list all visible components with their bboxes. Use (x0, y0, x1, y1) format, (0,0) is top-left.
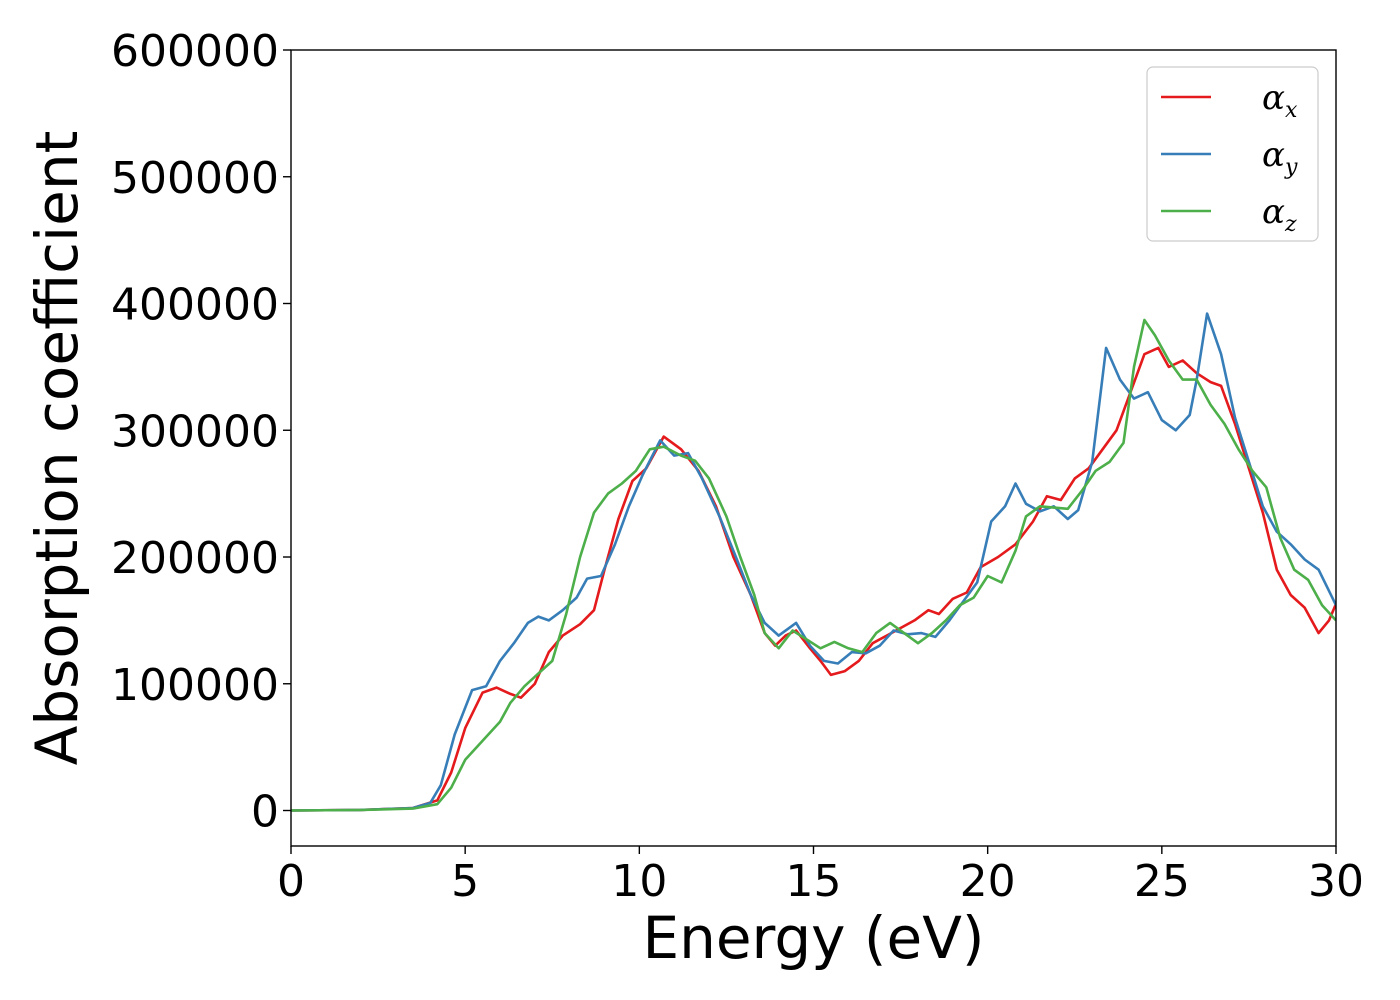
x-tick-label: 30 (1308, 856, 1364, 907)
x-tick-label: 0 (277, 856, 305, 907)
legend-label-y: αy (1262, 135, 1298, 180)
x-axis: 0 5 10 15 20 25 30 (277, 846, 1364, 907)
legend: αx αy αz (1146, 66, 1319, 242)
y-tick-label: 300000 (111, 406, 279, 457)
y-tick-label: 0 (251, 787, 279, 838)
y-tick-label: 400000 (111, 280, 279, 331)
series-line-x (291, 346, 1336, 812)
y-tick-label: 100000 (111, 660, 279, 711)
y-axis: 0 100000 200000 300000 400000 500000 600000 (111, 26, 291, 838)
x-tick-label: 20 (960, 856, 1016, 907)
x-axis-label: Energy (eV) (642, 904, 984, 972)
legend-label-x: αx (1262, 78, 1298, 123)
x-tick-label: 25 (1134, 856, 1190, 907)
series-line-y (291, 312, 1336, 812)
y-tick-label: 500000 (111, 153, 279, 204)
series-layer (291, 312, 1336, 812)
series-line-z (291, 318, 1336, 812)
x-tick-label: 5 (451, 856, 479, 907)
x-tick-label: 10 (611, 856, 667, 907)
x-tick-label: 15 (786, 856, 842, 907)
legend-label-z: αz (1262, 192, 1297, 237)
y-axis-label: Absorption coefficient (23, 131, 91, 766)
legend-box (1146, 66, 1319, 242)
y-tick-label: 600000 (111, 26, 279, 77)
y-tick-label: 200000 (111, 533, 279, 584)
